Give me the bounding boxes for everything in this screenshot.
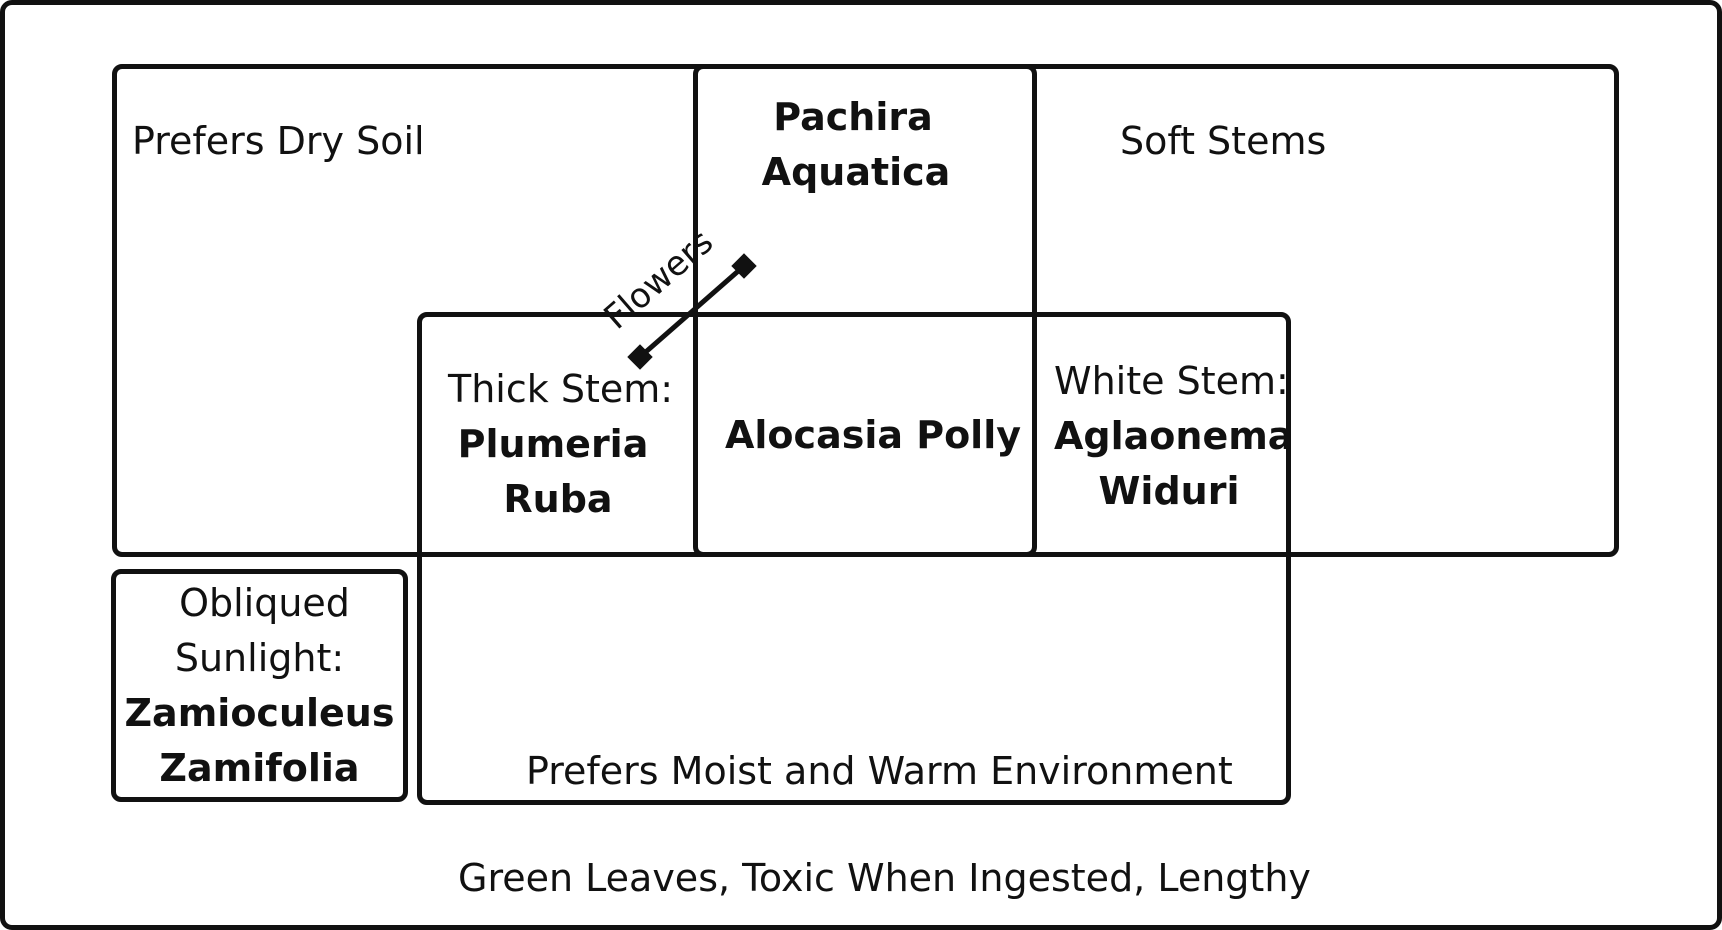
moist-environment-label: Prefers Moist and Warm Environment: [526, 749, 1233, 793]
plant-name-line: Pachira: [773, 95, 933, 139]
plant-trait-label: Obliqued: [179, 581, 350, 625]
plant-name-line: Aglaonema: [1054, 414, 1294, 458]
plant-alocasia-polly: Alocasia Polly: [725, 413, 1022, 457]
plant-zamioculeus-zamifolia: Obliqued Sunlight: Zamioculeus Zamifolia: [121, 576, 398, 796]
plant-name-line: Zamifolia: [159, 746, 360, 790]
plant-trait-label: Thick Stem:: [448, 367, 674, 411]
plant-trait-label: Sunlight:: [174, 636, 345, 680]
plant-name-line: Ruba: [503, 477, 613, 521]
plant-plumeria-ruba: Thick Stem: Plumeria Ruba: [448, 362, 674, 527]
soft-stems-label: Soft Stems: [1120, 119, 1327, 163]
plant-pachira-aquatica: Pachira Aquatica: [743, 90, 963, 200]
dry-soil-label: Prefers Dry Soil: [132, 119, 425, 163]
obliqued-sunlight-region-border: [111, 569, 408, 802]
plant-aglaonema-widuri: White Stem: Aglaonema Widuri: [1054, 354, 1294, 519]
plant-name-line: Aquatica: [761, 150, 951, 194]
moist-environment-region-border: [417, 312, 1291, 805]
outer-region-label: Green Leaves, Toxic When Ingested, Lengt…: [458, 856, 1311, 900]
plant-name-line: Zamioculeus: [124, 691, 395, 735]
plant-trait-label: White Stem:: [1054, 359, 1289, 403]
plant-name-line: Plumeria: [457, 422, 649, 466]
plant-name-line: Widuri: [1098, 469, 1240, 513]
